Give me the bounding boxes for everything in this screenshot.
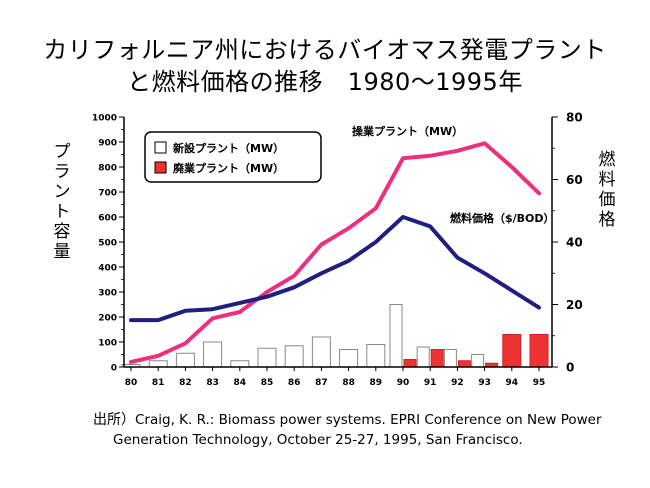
lines-group (129, 141, 541, 364)
y-tick-label: 0 (111, 364, 117, 374)
y-tick-label: 100 (98, 339, 117, 349)
bar-new-plant (203, 341, 223, 368)
legend-label-new: 新設プラント（MW） (173, 141, 284, 155)
axes-group: 0 100 200 300 400 500 600 700 800 900 1000 0 20 40 60 8… (92, 111, 583, 389)
bar-new-plant (311, 336, 331, 368)
bar-new-plant (148, 360, 168, 368)
y2-tick-label: 20 (566, 298, 583, 312)
x-tick-label: 82 (179, 378, 192, 388)
x-tick-label: 84 (234, 378, 247, 388)
y-tick-label: 700 (98, 189, 117, 199)
bar-new-plant (339, 349, 359, 368)
source-line1: Craig, K. R.: Biomass power systems. EPR… (135, 412, 602, 428)
y2-tick-label: 0 (566, 361, 574, 375)
page-title-line2: と燃料価格の推移 1980～1995年 (127, 68, 523, 96)
bar-new-plant (416, 346, 430, 368)
y-tick-label: 1000 (92, 114, 117, 124)
y-axis-label: プラント容量 (53, 142, 71, 262)
y-tick-label: 200 (98, 314, 117, 324)
bar-new-plant (257, 347, 277, 368)
x-tick-label: 83 (206, 378, 219, 388)
y-tick-label: 500 (98, 239, 117, 249)
bars-group (121, 304, 549, 368)
bar-new-plant (389, 304, 403, 368)
legend-box (144, 131, 322, 183)
source-head: 出所） (93, 412, 135, 428)
legend-swatch-retired (154, 161, 167, 174)
x-tick-label: 93 (478, 378, 491, 388)
operating-plant-line (129, 141, 541, 364)
x-tick-label: 85 (261, 378, 274, 388)
x-tick-label: 94 (506, 378, 519, 388)
bar-new-plant (175, 352, 195, 368)
bar-retired-plant (457, 360, 471, 368)
y2-tick-label: 60 (566, 173, 583, 187)
bar-retired-plant (502, 334, 522, 368)
annotation-fuel-price: 燃料価格（$/BOD） (449, 211, 555, 225)
bar-new-plant (230, 360, 250, 368)
bar-new-plant (443, 349, 457, 368)
x-tick-label: 88 (342, 378, 355, 388)
y-tick-label: 300 (98, 289, 117, 299)
x-tick-label: 87 (315, 378, 328, 388)
legend: 新設プラント（MW） 廃業プラント（MW） (144, 131, 322, 183)
bar-retired-plant (529, 334, 549, 368)
y-tick-label: 400 (98, 264, 117, 274)
page-title-line1: カリフォルニア州におけるバイオマス発電プラント (43, 36, 607, 64)
x-tick-label: 86 (288, 378, 301, 388)
annotation-operating: 操業プラント（MW） (352, 124, 463, 138)
y2-axis-label: 燃料価格 (598, 150, 616, 230)
source-line2: Generation Technology, October 25-27, 19… (113, 432, 523, 448)
x-tick-label: 81 (152, 378, 165, 388)
bar-new-plant (471, 354, 485, 368)
bar-new-plant (366, 344, 386, 368)
x-tick-label: 92 (451, 378, 464, 388)
x-tick-label: 91 (424, 378, 437, 388)
annotations-group: 操業プラント（MW） 燃料価格（$/BOD） (352, 124, 555, 225)
x-tick-label: 90 (397, 378, 410, 388)
y-tick-label: 600 (98, 214, 117, 224)
y-tick-label: 800 (98, 164, 117, 174)
bar-retired-plant (403, 359, 417, 368)
x-tick-label: 95 (533, 378, 546, 388)
legend-swatch-new (154, 141, 167, 154)
x-tick-label: 89 (370, 378, 383, 388)
bar-retired-plant (430, 349, 444, 368)
source-citation: 出所）Craig, K. R.: Biomass power systems. … (93, 410, 602, 450)
y2-tick-label: 40 (566, 236, 583, 250)
x-tick-label: 80 (125, 378, 138, 388)
y2-tick-label: 80 (566, 111, 583, 125)
bar-new-plant (284, 345, 304, 368)
fuel-price-line (129, 215, 541, 323)
y-tick-label: 900 (98, 139, 117, 149)
legend-label-retired: 廃業プラント（MW） (173, 161, 284, 175)
